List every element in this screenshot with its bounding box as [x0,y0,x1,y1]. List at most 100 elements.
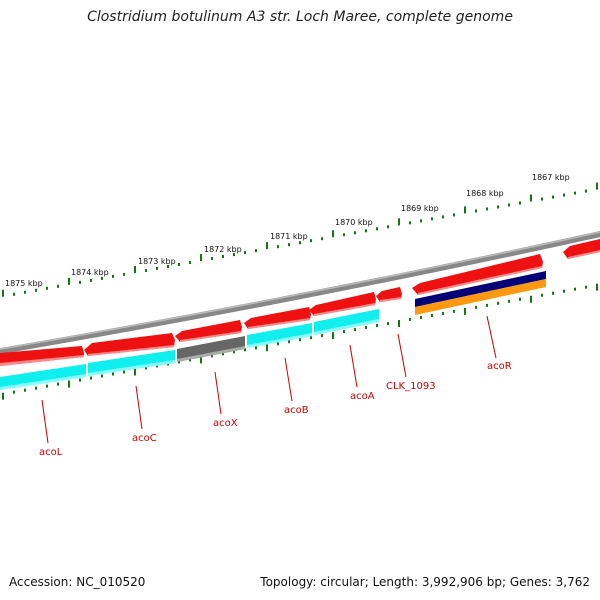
ruler-minor-tick [233,350,235,354]
gene-arrow-acoB[interactable] [244,307,311,329]
gene-label-acoX[interactable]: acoX [213,418,238,429]
cds-acoC[interactable] [88,350,175,376]
gene-track [0,239,600,366]
gene-leaders [41,315,497,444]
ruler-major-tick [2,392,4,400]
gene-arrow-acoA[interactable] [309,292,376,316]
ruler-minor-tick [189,261,191,265]
genome-stats: Topology: circular; Length: 3,992,906 bp… [260,575,590,589]
length-value: 3,992,906 bp; [421,575,507,589]
ruler-label: 1867 kbp [532,173,570,182]
ruler-minor-tick [35,386,37,390]
ruler-minor-tick [497,301,499,305]
gene-label-acoL[interactable]: acoL [39,447,63,458]
length-label: Length: [372,575,419,589]
ruler-major-tick [266,344,268,352]
cds-acoB[interactable] [247,323,312,348]
ruler-minor-tick [343,330,345,334]
ruler-major-tick [332,230,334,238]
ruler-minor-tick [46,286,48,290]
accession-value: NC_010520 [76,575,146,589]
ruler-minor-tick [376,324,378,328]
ruler-label: 1872 kbp [204,245,242,254]
genome-backbone [0,231,600,355]
gene-arrow-acoR[interactable] [412,254,543,295]
ruler-minor-tick [552,195,554,199]
ruler-minor-tick [211,354,213,358]
ruler-minor-tick [453,309,455,313]
ruler-major-tick [266,242,268,250]
ruler-minor-tick [387,322,389,326]
ruler-minor-tick [354,231,356,235]
ruler-minor-tick [519,201,521,205]
ruler-minor-tick [79,378,81,382]
ruler-minor-tick [79,280,81,284]
ruler-minor-tick [277,342,279,346]
ruler-minor-tick [585,285,587,289]
ruler-minor-tick [497,205,499,209]
outer-ruler [2,182,598,297]
ruler-minor-tick [57,284,59,288]
gene-label-acoA[interactable]: acoA [350,391,375,402]
gene-arrow-acoC[interactable] [84,333,175,356]
ruler-minor-tick [442,311,444,315]
accession-label: Accession: [9,575,73,589]
ruler-minor-tick [123,370,125,374]
topology-value: circular; [320,575,369,589]
ruler-minor-tick [145,366,147,370]
ruler-minor-tick [24,290,26,294]
ruler-minor-tick [189,358,191,362]
cds-acoA[interactable] [314,309,379,335]
topology-label: Topology: [260,575,317,589]
ruler-minor-tick [288,340,290,344]
ruler-minor-tick [508,203,510,207]
ruler-major-tick [134,368,136,376]
ruler-minor-tick [508,299,510,303]
ruler-minor-tick [453,213,455,217]
ruler-minor-tick [409,317,411,321]
gene-label-CLK_1093[interactable]: CLK_1093 [386,381,436,392]
cds-acoR-orange[interactable] [415,279,546,315]
ruler-label: 1871 kbp [270,232,308,241]
cds-acoL[interactable] [0,364,86,390]
cds-acoR-navy[interactable] [415,271,546,307]
ruler-minor-tick [90,376,92,380]
ruler-minor-tick [310,239,312,243]
ruler-minor-tick [112,274,114,278]
ruler-minor-tick [13,292,15,296]
ruler-minor-tick [112,372,114,376]
genes-label: Genes: [509,575,552,589]
gene-label-acoR[interactable]: acoR [487,361,512,372]
ruler-minor-tick [431,217,433,221]
gene-labels: acoL acoC acoX acoB acoA CLK_1093 acoR [39,361,512,458]
ruler-minor-tick [35,288,37,292]
ruler-minor-tick [24,388,26,392]
ruler-minor-tick [431,313,433,317]
cds-acoX[interactable] [177,336,245,362]
ruler-minor-tick [574,191,576,195]
gene-arrow-acoX[interactable] [175,320,242,342]
accession-info: Accession: NC_010520 [9,575,145,589]
ruler-minor-tick [486,303,488,307]
gene-label-acoB[interactable]: acoB [284,405,309,416]
ruler-major-tick [464,206,466,214]
ruler-label: 1869 kbp [401,204,439,213]
ruler-minor-tick [145,268,147,272]
ruler-minor-tick [156,364,158,368]
ruler-minor-tick [321,334,323,338]
ruler-minor-tick [299,338,301,342]
ruler-minor-tick [563,289,565,293]
ruler-minor-tick [46,384,48,388]
ruler-major-tick [530,295,532,303]
ruler-minor-tick [574,287,576,291]
ruler-major-tick [596,182,598,190]
ruler-minor-tick [244,348,246,352]
ruler-minor-tick [365,326,367,330]
ruler-minor-tick [101,374,103,378]
ruler-minor-tick [277,245,279,249]
ruler-minor-tick [541,293,543,297]
ruler-minor-tick [387,225,389,229]
gene-label-acoC[interactable]: acoC [132,433,157,444]
ruler-minor-tick [13,390,15,394]
